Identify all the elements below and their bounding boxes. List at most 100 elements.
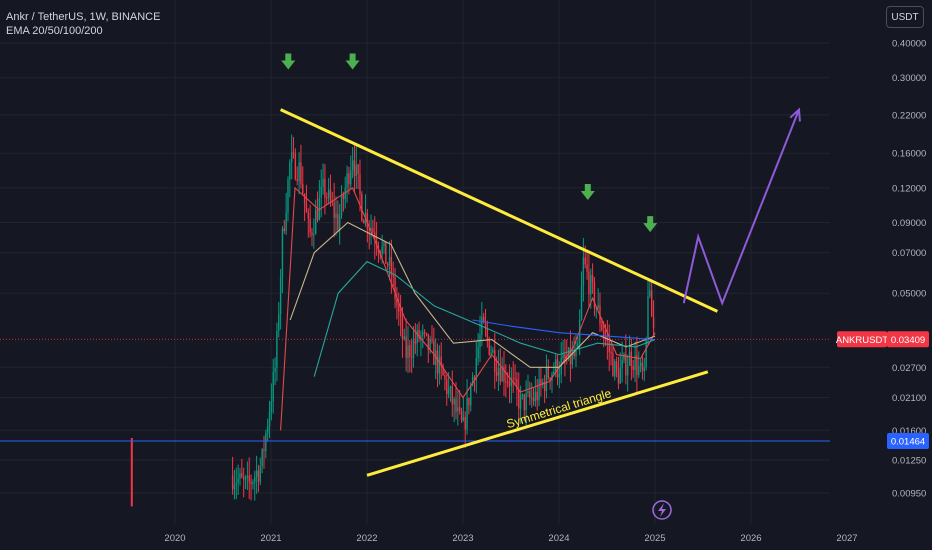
- y-tick-label: 0.09000: [892, 218, 926, 229]
- candle-body: [278, 314, 280, 332]
- candle-body: [590, 275, 592, 295]
- lightning-icon[interactable]: [652, 500, 672, 520]
- candle-body: [608, 341, 610, 352]
- y-tick-label: 0.01250: [892, 455, 926, 466]
- candle-body: [344, 188, 346, 200]
- candle-body: [281, 228, 284, 278]
- candle-body: [518, 389, 520, 409]
- x-tick-label: 2025: [644, 533, 665, 544]
- candle-body: [350, 170, 352, 185]
- candle-body: [398, 305, 400, 312]
- currency-button[interactable]: USDT: [886, 6, 924, 28]
- candle-body: [392, 275, 394, 277]
- candle-body: [311, 232, 313, 236]
- candle-body: [276, 331, 278, 368]
- candle-body: [237, 478, 239, 483]
- candle-body: [470, 385, 472, 406]
- candle-body: [542, 381, 544, 385]
- candle-body: [233, 484, 236, 490]
- candle-body: [484, 322, 487, 329]
- candle-body: [390, 256, 393, 276]
- candle-body: [634, 355, 636, 371]
- candle-body: [521, 394, 524, 396]
- candle-body: [431, 339, 433, 341]
- candle-body: [329, 189, 332, 201]
- candle-body: [259, 466, 261, 482]
- candle-body: [519, 395, 522, 409]
- candle-body: [231, 475, 234, 490]
- candle-body: [235, 482, 237, 485]
- candle-body: [257, 470, 260, 482]
- candle-body: [381, 246, 383, 255]
- candle-body: [327, 189, 330, 198]
- candle-body: [290, 152, 293, 163]
- candle-body: [482, 316, 485, 323]
- candle-body: [396, 298, 398, 306]
- down-arrow-marker[interactable]: [281, 53, 296, 70]
- candle-body: [362, 220, 365, 224]
- price-axis[interactable]: 0.40000 0.30000 0.22000 0.16000 0.12000 0.090…: [892, 39, 926, 500]
- y-tick-label: 0.40000: [892, 39, 926, 50]
- candle-body: [468, 398, 470, 406]
- candle-body: [410, 356, 413, 358]
- candle-body: [316, 209, 319, 220]
- price-axis-panel[interactable]: [830, 0, 932, 550]
- candle-body: [433, 340, 435, 365]
- candle-body: [272, 372, 274, 402]
- candle-body: [309, 218, 311, 233]
- candle-body: [473, 377, 476, 380]
- candle-body: [254, 476, 256, 483]
- down-arrow-marker[interactable]: [643, 216, 658, 233]
- candle-body: [241, 473, 243, 478]
- candle-body: [444, 375, 446, 380]
- candle-body: [588, 271, 590, 295]
- candle-body: [399, 311, 402, 318]
- candle-body: [372, 228, 374, 233]
- indicator-title[interactable]: EMA 20/50/100/200: [6, 25, 103, 37]
- candle-body: [252, 482, 254, 485]
- candle-body: [560, 358, 562, 374]
- candle-body: [575, 347, 577, 357]
- x-tick-label: 2021: [260, 533, 281, 544]
- symbol-badge-label: ANKRUSDT: [836, 335, 888, 346]
- candle-body: [453, 398, 455, 405]
- candle-body: [442, 365, 444, 376]
- time-axis[interactable]: 2020 2021 2022 2023 2024 2025 2026 2027: [164, 533, 857, 544]
- candle-body: [562, 354, 564, 359]
- candle-body: [388, 256, 391, 266]
- level-badge-label: 0.01464: [891, 436, 925, 447]
- candle-body: [294, 153, 297, 180]
- ema-line: [472, 319, 656, 341]
- x-tick-label: 2023: [452, 533, 473, 544]
- candle-body: [490, 352, 492, 355]
- candle-body: [425, 332, 428, 335]
- trendline-lower[interactable]: [366, 370, 709, 477]
- candle-body: [606, 337, 609, 342]
- candle-body: [623, 353, 625, 360]
- candle-body: [638, 366, 640, 376]
- candle-body: [447, 388, 450, 394]
- candle-body: [586, 264, 588, 272]
- candle-body: [322, 178, 324, 187]
- candle-body: [244, 477, 247, 480]
- symbol-title[interactable]: Ankr / TetherUS, 1W, BINANCE: [6, 11, 161, 23]
- x-tick-label: 2020: [164, 533, 185, 544]
- down-arrow-marker[interactable]: [345, 53, 360, 70]
- candle-body: [436, 350, 439, 374]
- candle-body: [368, 229, 370, 231]
- candle-body: [457, 407, 459, 412]
- candle-body: [420, 335, 422, 339]
- projection-path[interactable]: [682, 109, 800, 307]
- candle-body: [540, 379, 542, 385]
- candle-body: [558, 373, 561, 378]
- candle-body: [630, 351, 633, 366]
- candle-body: [405, 336, 407, 358]
- down-arrow-marker[interactable]: [580, 183, 595, 200]
- candle-body: [530, 397, 533, 399]
- candle-body: [451, 386, 453, 405]
- trendline-upper[interactable]: [279, 108, 719, 313]
- candle-body: [279, 277, 282, 315]
- time-axis-panel[interactable]: [0, 525, 932, 550]
- candle-body: [338, 215, 341, 230]
